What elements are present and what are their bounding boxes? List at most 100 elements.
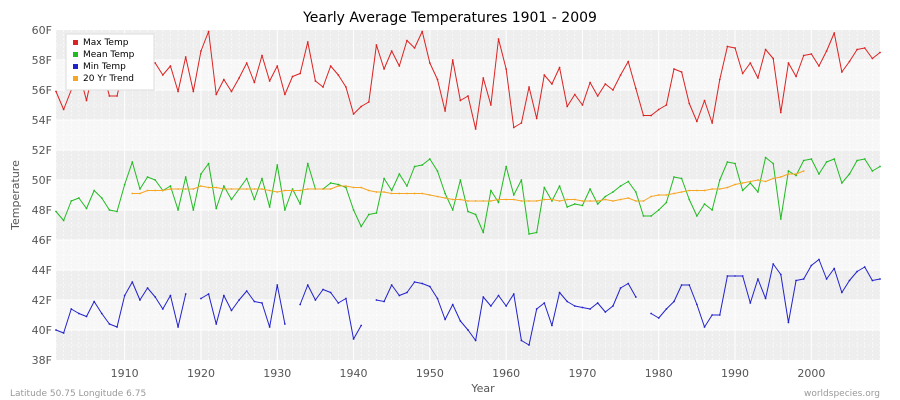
data-point-max-temp — [85, 99, 88, 102]
data-point-max-temp — [383, 68, 385, 70]
data-point-min-temp — [261, 302, 263, 304]
data-point-mean-temp — [772, 162, 775, 165]
data-point-mean-temp — [55, 210, 57, 213]
data-point-max-temp — [520, 122, 523, 124]
data-point-mean-temp — [245, 177, 248, 180]
data-point-min-temp — [650, 312, 653, 315]
data-point-mean-temp — [70, 200, 73, 202]
x-axis-label: Year — [470, 382, 495, 395]
data-point-20-yr-trend — [314, 188, 317, 190]
data-point-mean-temp — [505, 165, 508, 168]
data-point-min-temp — [657, 317, 660, 319]
data-point-mean-temp — [612, 191, 614, 193]
data-point-min-temp — [749, 302, 752, 304]
data-point-min-temp — [62, 332, 65, 334]
data-point-min-temp — [352, 338, 355, 340]
data-point-max-temp — [551, 83, 553, 85]
data-point-min-temp — [612, 305, 614, 307]
data-point-min-temp — [741, 275, 744, 277]
data-point-mean-temp — [398, 173, 401, 175]
x-axis-ticks: 1910 1920 1930 1940 1950 1960 1970 1980 1990 2000 — [111, 367, 826, 380]
series-min-temp — [55, 258, 881, 346]
data-point-min-temp — [70, 308, 73, 310]
data-point-mean-temp — [62, 219, 65, 222]
data-point-20-yr-trend — [451, 198, 454, 201]
data-point-mean-temp — [383, 177, 385, 180]
data-point-max-temp — [718, 78, 721, 81]
data-point-max-temp — [558, 66, 561, 69]
data-point-max-temp — [726, 45, 729, 48]
x-tick-label: 1980 — [645, 367, 673, 380]
data-point-mean-temp — [291, 188, 294, 190]
data-point-20-yr-trend — [734, 183, 736, 186]
data-point-max-temp — [642, 114, 645, 117]
data-point-20-yr-trend — [383, 191, 385, 193]
data-point-20-yr-trend — [467, 200, 469, 202]
data-point-mean-temp — [711, 209, 714, 211]
data-point-max-temp — [474, 128, 477, 130]
data-point-mean-temp — [459, 179, 462, 181]
data-point-max-temp — [528, 86, 530, 88]
data-point-20-yr-trend — [207, 186, 210, 189]
data-point-max-temp — [329, 65, 332, 67]
data-point-mean-temp — [131, 161, 134, 163]
data-point-min-temp — [558, 291, 561, 294]
data-point-min-temp — [871, 279, 874, 282]
y-tick-label: 54F — [32, 114, 52, 127]
data-point-max-temp — [589, 81, 591, 84]
data-point-mean-temp — [77, 197, 80, 199]
data-point-min-temp — [856, 270, 859, 273]
data-point-max-temp — [268, 80, 271, 82]
data-point-mean-temp — [230, 198, 233, 201]
data-point-mean-temp — [695, 215, 698, 217]
legend: Max Temp Mean Temp Min Temp 20 Yr Trend — [65, 33, 155, 91]
data-point-20-yr-trend — [726, 186, 729, 189]
data-point-max-temp — [833, 32, 836, 34]
data-point-max-temp — [680, 71, 683, 73]
data-point-mean-temp — [93, 189, 96, 192]
y-tick-label: 38F — [32, 354, 52, 367]
x-tick-label: 1950 — [416, 367, 444, 380]
data-point-mean-temp — [863, 158, 866, 160]
data-point-min-temp — [398, 294, 401, 297]
data-point-20-yr-trend — [497, 198, 500, 201]
data-point-min-temp — [108, 323, 111, 325]
data-point-20-yr-trend — [604, 198, 607, 201]
data-point-mean-temp — [818, 173, 820, 175]
data-point-mean-temp — [589, 188, 591, 190]
data-point-min-temp — [436, 297, 439, 300]
data-point-min-temp — [345, 297, 347, 300]
legend-swatch-mean-temp — [73, 52, 78, 57]
data-point-mean-temp — [856, 159, 859, 162]
data-point-20-yr-trend — [573, 198, 576, 201]
x-tick-label: 1930 — [263, 367, 291, 380]
y-tick-label: 46F — [32, 234, 52, 247]
data-point-max-temp — [283, 93, 286, 96]
data-point-min-temp — [322, 288, 324, 291]
data-point-min-temp — [360, 324, 363, 327]
data-point-max-temp — [238, 77, 241, 79]
data-point-min-temp — [131, 281, 134, 283]
data-point-20-yr-trend — [161, 189, 164, 192]
data-point-max-temp — [200, 50, 202, 52]
data-point-max-temp — [459, 99, 462, 102]
data-point-mean-temp — [795, 174, 797, 177]
data-point-max-temp — [169, 65, 172, 67]
data-point-max-temp — [222, 78, 225, 81]
data-point-20-yr-trend — [375, 191, 378, 193]
x-tick-label: 1920 — [187, 367, 215, 380]
data-point-20-yr-trend — [657, 194, 660, 196]
data-point-max-temp — [398, 65, 401, 67]
data-point-20-yr-trend — [413, 192, 416, 195]
data-point-max-temp — [207, 30, 210, 33]
y-tick-label: 60F — [32, 24, 52, 37]
data-point-mean-temp — [718, 179, 721, 181]
data-point-max-temp — [581, 104, 584, 106]
data-point-mean-temp — [436, 170, 439, 172]
data-point-mean-temp — [299, 203, 302, 205]
data-point-min-temp — [177, 326, 179, 328]
data-point-min-temp — [581, 306, 584, 309]
data-point-max-temp — [421, 30, 424, 33]
data-point-min-temp — [184, 293, 187, 295]
data-point-max-temp — [337, 74, 340, 76]
